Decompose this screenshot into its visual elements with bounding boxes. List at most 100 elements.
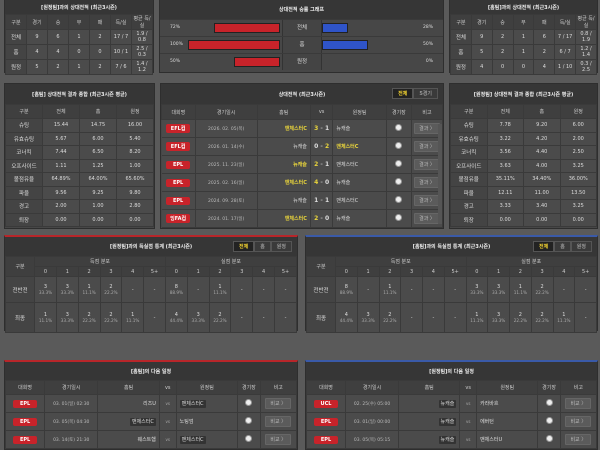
home-team-cell: 뉴캐슬	[397, 412, 461, 431]
cell: 2	[491, 29, 514, 45]
league-cell: EPL	[161, 191, 196, 210]
tab-all[interactable]: 전체	[532, 241, 555, 252]
home-score: 2	[314, 215, 319, 222]
league-cell: EPL	[161, 173, 196, 192]
row-label: 슈팅	[5, 118, 43, 133]
tab-home[interactable]: 홈	[554, 241, 571, 252]
cell: 9	[26, 29, 48, 45]
stadium-icon[interactable]	[245, 399, 253, 406]
cell: 64.89%	[42, 172, 80, 187]
left-percent: 72%	[170, 25, 181, 30]
stadium-icon[interactable]	[395, 124, 403, 131]
column-header: 홈팀	[256, 104, 311, 120]
goal-percent: 33.3%	[491, 318, 506, 323]
match-row: EPL 2025. 02. 16(일) 맨체스터C 4 - 0 뉴캐슬 결과 〉	[161, 173, 443, 192]
table-row: 경고 3.33 3.40 3.25	[450, 199, 597, 214]
cell: 9.20	[523, 118, 561, 133]
cell: 1.9 / 0.8	[131, 29, 153, 45]
column-header: 비고	[559, 380, 598, 395]
column-header: 원정	[559, 104, 597, 119]
goal-cell: -	[274, 302, 297, 333]
goal-cell: 8 88.9%	[164, 276, 188, 303]
stadium-icon[interactable]	[395, 214, 403, 221]
stadium-icon[interactable]	[245, 417, 253, 424]
goal-count: 2	[109, 284, 113, 290]
row-label: 전체	[282, 20, 322, 36]
score-sep: -	[318, 197, 325, 204]
result-button[interactable]: 결과 〉	[414, 123, 440, 134]
league-cell: EFL컵	[161, 119, 196, 138]
goals-left-panel: [원정팀]과의 득실점 통계 (최근3시즌) 전체 홈 원정 구분 득점 분포 실점 분…	[4, 235, 298, 333]
goal-cell: 2 22.2%	[530, 302, 554, 333]
cell: 7.78	[486, 118, 524, 133]
result-button[interactable]: 결과 〉	[414, 159, 440, 170]
result-button[interactable]: 결과 〉	[414, 213, 440, 224]
right-bar	[322, 40, 368, 50]
stadium-icon[interactable]	[245, 435, 253, 442]
tab-home[interactable]: 홈	[254, 241, 271, 252]
tab-away[interactable]: 원정	[270, 241, 292, 252]
goal-cell: 3 33.3%	[487, 302, 510, 333]
goal-cell: -	[252, 302, 276, 333]
home-team-cell: 뉴캐슬	[397, 430, 461, 449]
tab-away[interactable]: 원정	[570, 241, 592, 252]
tab-all[interactable]: 전체	[392, 88, 414, 99]
compare-button[interactable]: 비교 〉	[565, 398, 592, 409]
goal-cell: 3 33.3%	[34, 276, 57, 303]
scrollbar[interactable]	[438, 124, 442, 224]
goal-count: 2	[87, 312, 91, 318]
stadium-icon[interactable]	[395, 142, 403, 149]
goal-count: -	[197, 286, 200, 293]
goal-cell: 3 33.3%	[55, 276, 79, 303]
stadium-icon[interactable]	[395, 178, 403, 185]
result-button[interactable]: 결과 〉	[414, 141, 440, 152]
compare-button[interactable]: 비교 〉	[265, 398, 292, 409]
cell: 2	[47, 59, 69, 75]
goal-cell: 1 11.1%	[208, 276, 232, 303]
column-header: 득/실	[110, 14, 132, 30]
winrate-panel: 상대전적 승률 그래프 72% 전체 28% 100% 홈 50% 50% 원정 0%	[159, 0, 444, 73]
cell: 5.40	[116, 131, 154, 146]
goal-count: -	[584, 314, 587, 321]
row-label: 유효슈팅	[450, 131, 488, 146]
goal-cell: -	[574, 302, 597, 333]
column-header: 홈팀	[397, 380, 461, 395]
avg-right-panel: [원정팀] 상대전적 결과 종합 (최근3시즌 평균) 구분 전체 홈 원정 슈팅 7.7…	[449, 83, 598, 229]
goals-left-title: [원정팀]과의 득실점 통계 (최근3시즌)	[109, 244, 193, 250]
avg-right-table: 구분 전체 홈 원정 슈팅 7.78 9.20 6.00 유효슈팅 3.22 4.20 2.00 코너킥…	[450, 104, 597, 227]
cell: 6.00	[559, 118, 597, 133]
goal-count: -	[240, 314, 243, 321]
compare-button[interactable]: 비교 〉	[565, 434, 592, 445]
header-row: 대회명 경기일시 홈팀 vs 원정팀 경기장 비고	[4, 380, 298, 395]
stadium-icon[interactable]	[395, 196, 403, 203]
note-cell: 결과 〉	[411, 155, 443, 174]
home-team: 뉴캐슬	[438, 436, 457, 444]
league-cell: EPL	[4, 430, 46, 449]
stadium-icon[interactable]	[395, 160, 403, 167]
goal-count-header: 5+	[274, 266, 297, 277]
result-button[interactable]: 결과 〉	[414, 177, 440, 188]
stadium-cell	[537, 412, 561, 431]
goal-count: 2	[540, 312, 544, 318]
cell: 7 / 6	[110, 59, 132, 75]
compare-button[interactable]: 비교 〉	[565, 416, 592, 427]
goal-count: -	[240, 286, 243, 293]
compare-button[interactable]: 비교 〉	[265, 416, 292, 427]
stadium-icon[interactable]	[545, 399, 553, 406]
tab-all[interactable]: 전체	[232, 241, 255, 252]
stadium-icon[interactable]	[545, 417, 553, 424]
compare-button[interactable]: 비교 〉	[265, 434, 292, 445]
goal-percent: 11.1%	[557, 318, 571, 323]
recent-title: 상대전적 (최근3시즌)	[278, 91, 326, 98]
stadium-icon[interactable]	[545, 435, 553, 442]
avg-left-panel: [홈팀] 상대전적 결과 종합 (최근3시즌 평균) 구분 전체 홈 원정 슈팅 15.4…	[4, 83, 155, 229]
result-button[interactable]: 결과 〉	[414, 195, 440, 206]
goal-cell: -	[143, 302, 166, 333]
score-sep: -	[318, 161, 325, 168]
note-cell: 비교 〉	[259, 412, 298, 431]
score: 1 - 1	[310, 191, 334, 210]
tab-5games[interactable]: 5경기	[413, 88, 438, 99]
cell: 2.80	[116, 199, 154, 214]
cell: 4.00	[523, 158, 561, 173]
match-date: 2024. 01. 17(일)	[195, 209, 258, 228]
